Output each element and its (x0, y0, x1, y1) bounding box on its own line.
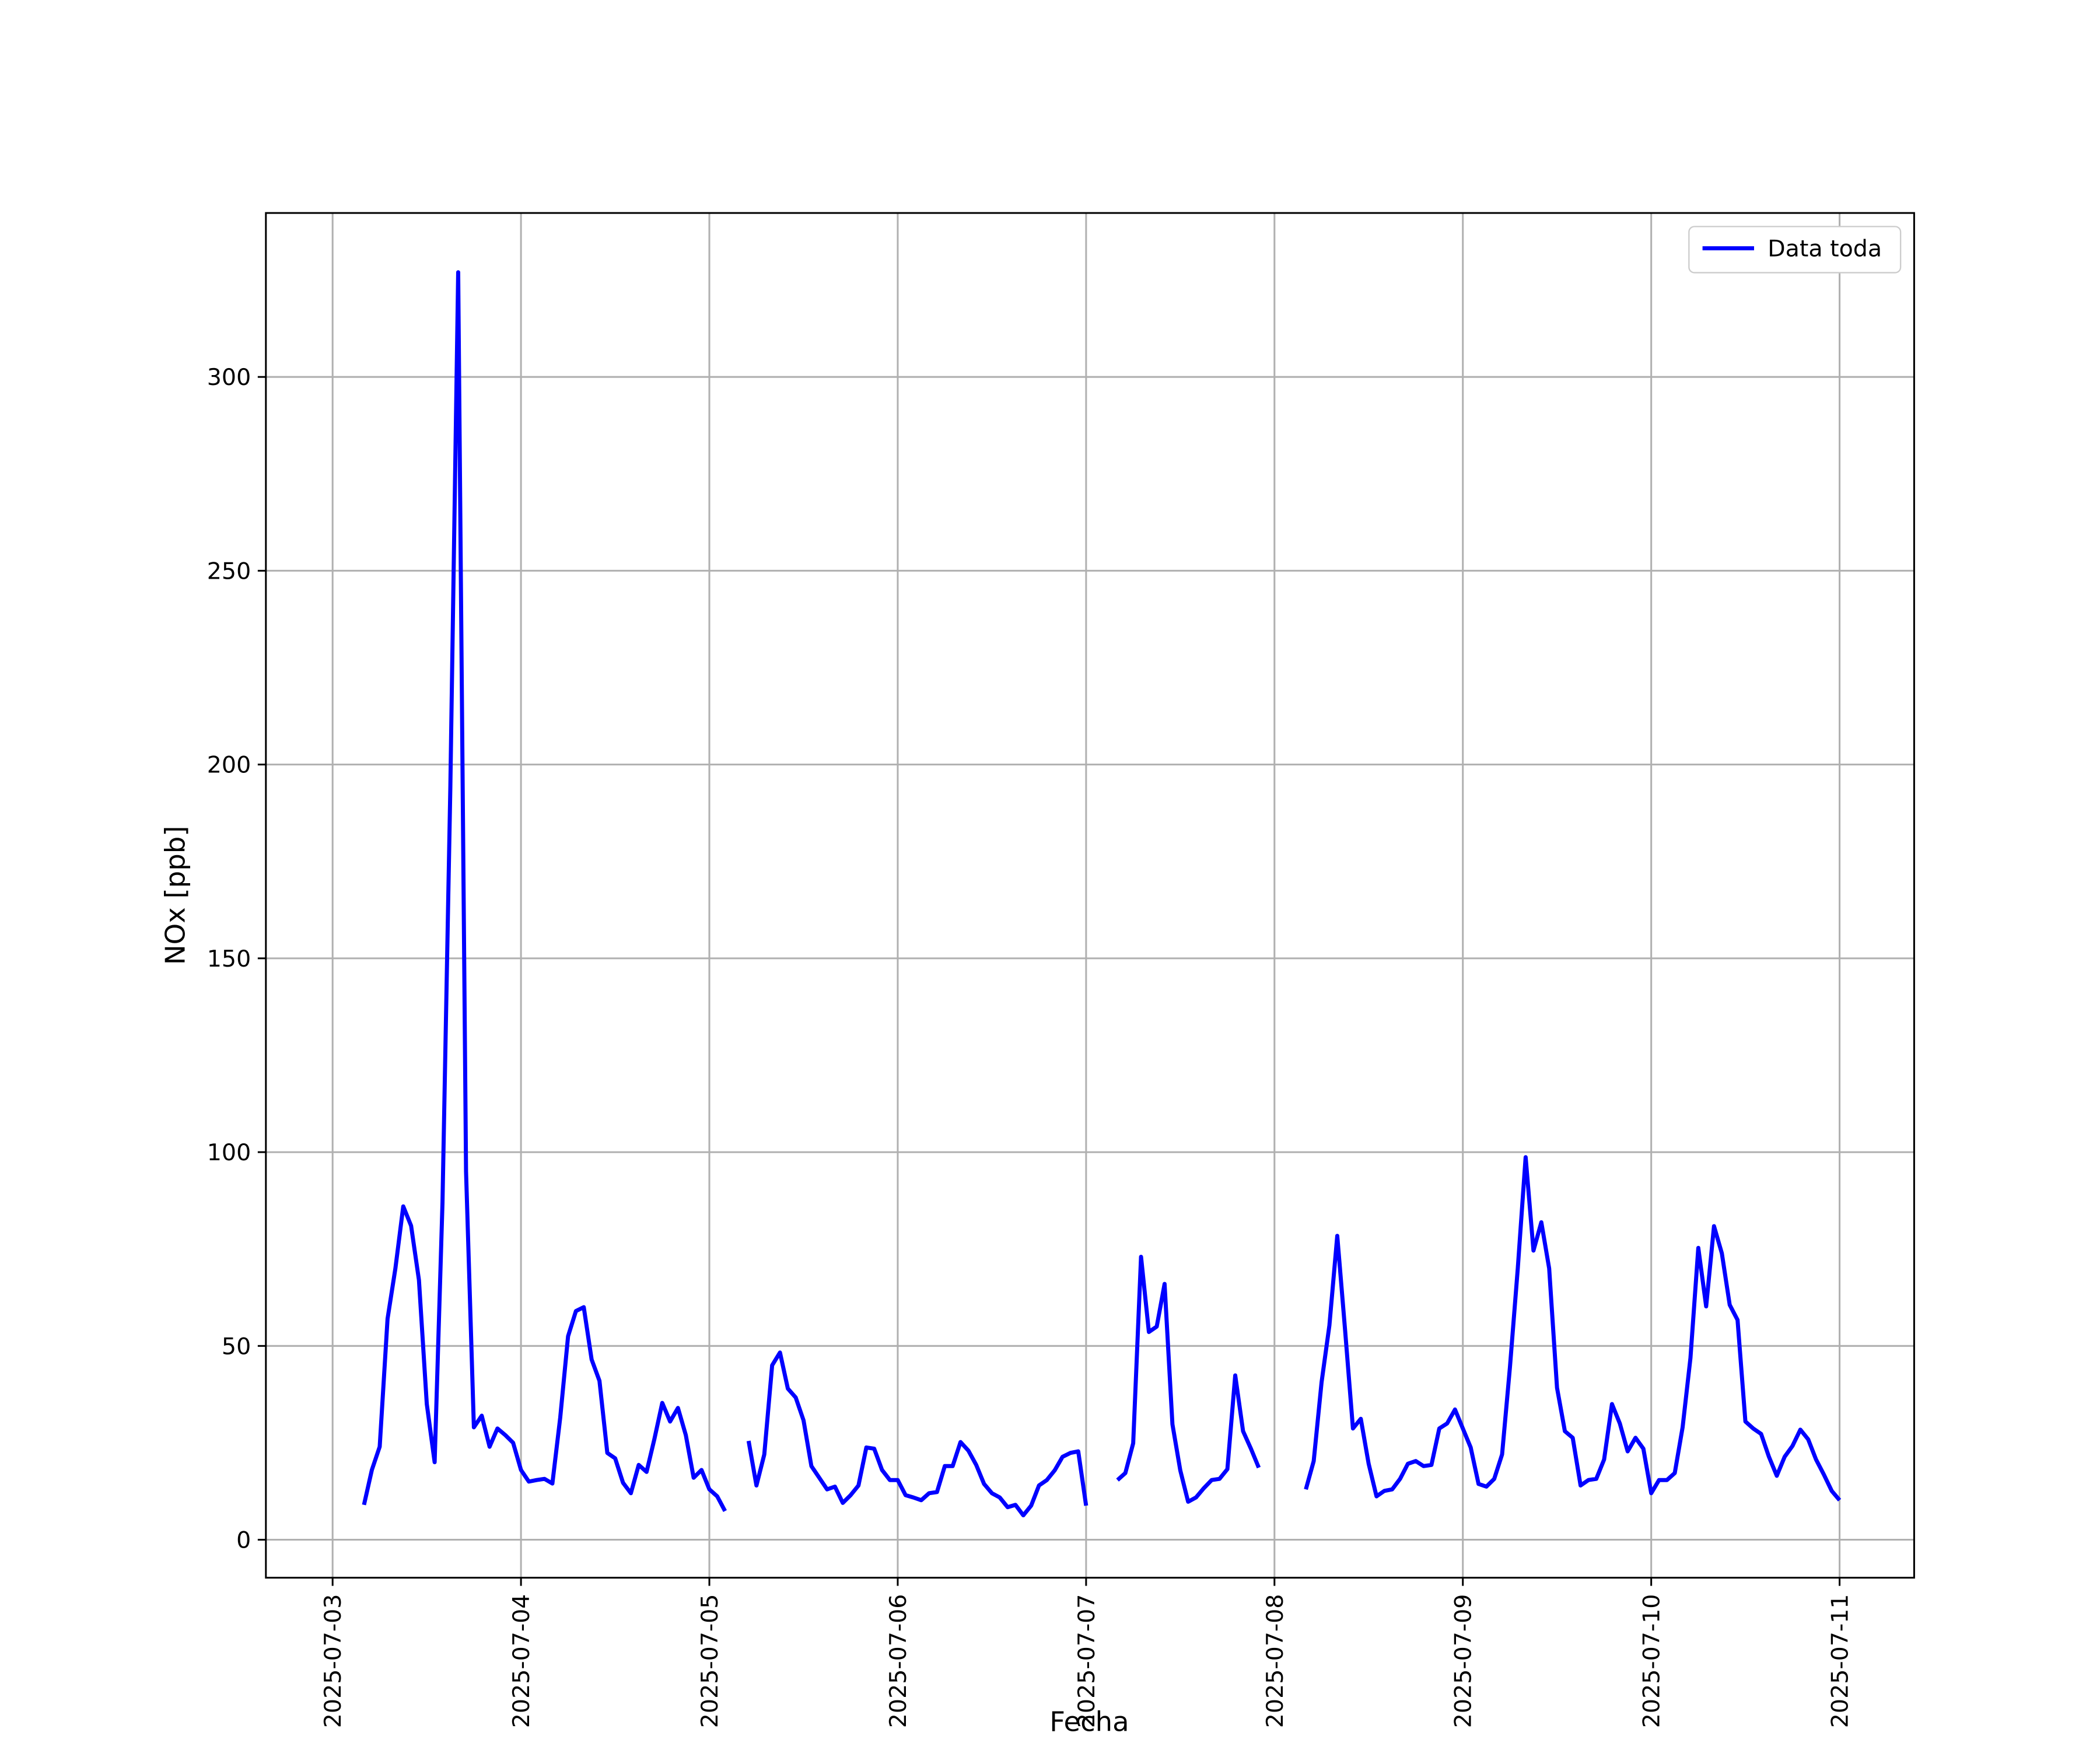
ticks: 2025-07-03 2025-07-04 2025-07-05 2025-07-06… (207, 364, 1854, 1728)
grid (265, 213, 1915, 1578)
x-tick-label: 2025-07-11 (1827, 1594, 1854, 1728)
plot-frame (265, 212, 1915, 1579)
y-tick-label: 0 (236, 1527, 251, 1553)
x-tick-label: 2025-07-10 (1639, 1594, 1665, 1728)
x-tick-label: 2025-07-05 (696, 1594, 723, 1728)
x-tick-label: 2025-07-06 (885, 1594, 912, 1728)
y-tick-label: 250 (207, 558, 251, 584)
y-tick-label: 50 (222, 1333, 251, 1360)
legend: Data toda (1688, 226, 1902, 274)
y-tick-label: 200 (207, 752, 251, 779)
x-tick-label: 2025-07-09 (1450, 1594, 1477, 1728)
y-tick-label: 300 (207, 364, 251, 391)
x-tick-label: 2025-07-08 (1262, 1594, 1289, 1728)
x-axis-label: Fecha (1049, 1706, 1129, 1737)
lines (362, 270, 1842, 1518)
y-tick-label: 150 (207, 946, 251, 972)
y-axis-label: NOx [ppb] (159, 826, 191, 965)
legend-box (1688, 226, 1902, 274)
data-line (362, 270, 1842, 1518)
x-tick-label: 2025-07-03 (320, 1594, 346, 1728)
x-tick-label: 2025-07-04 (508, 1594, 535, 1728)
x-tick-label: 2025-07-07 (1073, 1594, 1100, 1728)
y-tick-label: 100 (207, 1139, 251, 1166)
legend-label: Data toda (1768, 236, 1882, 262)
